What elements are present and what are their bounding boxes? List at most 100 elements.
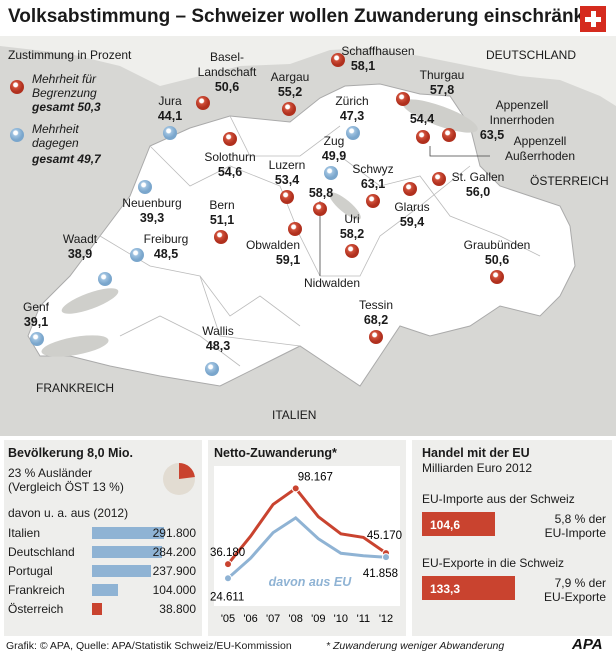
origin-bar [92,546,163,558]
canton-name: Tessin [358,298,394,312]
origin-value: 38.800 [159,602,196,616]
series-point [224,574,232,583]
canton-value: 63,1 [360,177,386,191]
point-label: 98.167 [298,471,333,483]
x-tick-label: '09 [311,613,325,625]
lake-constance [402,99,478,133]
canton-dot-uri [345,244,359,258]
canton-value: 58,8 [308,186,334,200]
canton-name: Jura [158,94,182,108]
canton-dot-thurgau [396,92,410,106]
canton-dot-genf [30,332,44,346]
canton-value: 63,5 [479,128,505,142]
country-france: FRANKREICH [36,381,115,395]
country-germany: DEUTSCHLAND [486,48,577,62]
canton-dot-basel-landschaft [196,96,210,110]
canton-name: Aargau [270,70,310,84]
series-point [291,484,300,493]
series-point [382,553,390,562]
canton-value: 55,2 [277,85,303,99]
canton-freiburg: Freiburg 48,5 [144,232,189,262]
legend-majority-for: Mehrheit für Begrenzung [32,72,97,100]
canton-uri: Uri 58,2 [340,212,364,242]
canton-value: 58,2 [339,227,365,241]
origin-bar [92,527,164,539]
canton-value: 54,6 [217,165,243,179]
canton-name: Zürich [335,94,369,108]
x-tick-label: '05 [221,613,235,625]
series-line-net [226,486,387,566]
trade-panel: Handel mit der EU Milliarden Euro 2012 E… [412,440,612,636]
population-title: Bevölkerung 8,0 Mio. [8,446,134,460]
canton-dot-aargau [282,102,296,116]
canton-dot-graubuenden [490,270,504,284]
imports-share-line2: EU-Importe [544,526,606,540]
canton-schwyz: Schwyz 63,1 [352,162,393,192]
canton-st-gallen: St. Gallen 56,0 [452,170,505,200]
canton-appenzell-ausserrhoden: 54,4 [410,112,434,127]
swiss-flag-icon [580,6,606,32]
canton-value: 59,4 [399,215,425,229]
point-label: 45.170 [367,530,402,542]
canton-name: Schaffhausen [341,44,415,58]
exports-value: 133,3 [430,582,461,596]
imports-label: EU-Importe aus der Schweiz [422,492,575,506]
exports-label: EU-Exporte in die Schweiz [422,556,565,570]
canton-name: Neuenburg [122,196,182,210]
lake-geneva [41,335,109,357]
canton-solothurn: Solothurn 54,6 [204,150,255,180]
canton-appenzell-ausserrhoden-name: Appenzell Außerrhoden [500,134,580,164]
canton-name: Waadt [62,232,98,246]
point-label: 36.180 [210,547,245,559]
canton-value: 56,0 [465,185,491,199]
canton-dot-tessin [369,330,383,344]
population-panel: Bevölkerung 8,0 Mio. 23 % Ausländer (Ver… [4,440,202,636]
x-tick-label: '07 [266,613,280,625]
imports-value: 104,6 [430,518,461,532]
imports-share-line1: 5,8 % der [554,512,606,526]
canton-name: Freiburg [143,232,189,246]
canton-genf: Genf 39,1 [23,300,49,330]
exports-bar [422,576,516,600]
immigration-panel: Netto-Zuwanderung* '05 '06 '07 '08 '09 '10 '11… [208,440,406,636]
apa-logo: APA [572,636,603,653]
country-austria: ÖSTERREICH [530,174,609,188]
canton-name: Genf [22,300,50,314]
canton-borders [99,115,541,367]
canton-schaffhausen: Schaffhausen 58,1 [341,44,414,74]
legend-blue-dot-icon [10,128,24,142]
canton-name: Glarus [394,200,430,214]
canton-name: Zug [323,134,345,148]
canton-name: Bern [209,198,235,212]
legend-majority-against: Mehrheit dagegen [32,122,79,150]
series-line-eu [227,516,387,580]
canton-graubuenden: Graubünden 50,6 [464,238,531,268]
trade-subtitle: Milliarden Euro 2012 [422,461,533,475]
origin-label: Deutschland [8,545,75,559]
plot-area [214,466,400,606]
canton-dot-appenzell-innerrhoden [442,128,456,142]
header: Volksabstimmung – Schweizer wollen Zuwan… [0,0,616,36]
canton-name: Luzern [268,158,306,172]
switzerland-map: DEUTSCHLAND ÖSTERREICH FRANKREICH ITALIE… [0,36,616,436]
canton-name: Appenzell Innerrhoden [489,98,555,127]
canton-dot-schaffhausen [331,53,345,67]
canton-dot-schwyz [366,194,380,208]
canton-zug: Zug 49,9 [322,134,346,164]
canton-zurich: Zürich 47,3 [335,94,368,124]
canton-glarus: Glarus 59,4 [394,200,429,230]
legend-red-dot-icon [10,80,24,94]
canton-value: 47,3 [339,109,365,123]
origin-label: Italien [8,526,41,540]
canton-thurgau: Thurgau 57,8 [420,68,465,98]
lake-neuchatel [61,288,119,314]
immigration-title: Netto-Zuwanderung* [214,446,337,460]
origin-heading: davon u. a. aus (2012) [8,506,129,520]
canton-name: Schwyz [352,162,394,176]
origin-label: Portugal [8,564,53,578]
canton-waadt: Waadt 38,9 [63,232,97,262]
canton-value: 39,3 [139,211,165,225]
origin-value: 291.800 [152,526,196,540]
canton-aargau: Aargau 55,2 [271,70,310,100]
pie-foreigners-slice [179,462,195,479]
